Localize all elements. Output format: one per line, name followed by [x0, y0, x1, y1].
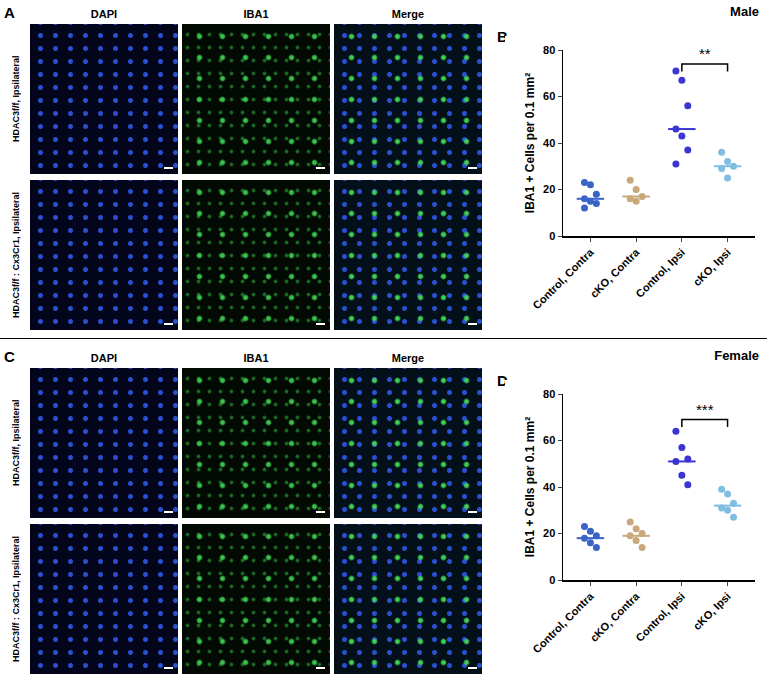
html-text:Female: Female [714, 348, 759, 363]
svg-text:***: *** [696, 401, 714, 418]
svg-text:Control, Ipsi: Control, Ipsi [633, 590, 687, 644]
html-text:HDAC3f/f : Cx3Cr1, Ipsilateral: HDAC3f/f : Cx3Cr1, Ipsilateral [10, 192, 21, 318]
svg-text:0: 0 [549, 230, 555, 242]
svg-text:20: 20 [543, 183, 555, 195]
svg-text:60: 60 [543, 90, 555, 102]
svg-text:IBA1 + Cells per 0.1 mm²: IBA1 + Cells per 0.1 mm² [523, 73, 537, 213]
svg-text:cKO, Contra: cKO, Contra [588, 589, 642, 643]
html-text:HDAC3f/f, Ipsilateral: HDAC3f/f, Ipsilateral [10, 55, 21, 143]
html-text:B: B [497, 28, 508, 45]
svg-text:40: 40 [543, 481, 555, 493]
svg-text:0: 0 [549, 574, 555, 586]
svg-text:cKO, Ipsi: cKO, Ipsi [691, 246, 733, 288]
svg-text:Control, Contra: Control, Contra [530, 589, 596, 655]
html-text:HDAC3f/f : Cx3Cr1, Ipsilateral: HDAC3f/f : Cx3Cr1, Ipsilateral [10, 536, 21, 662]
svg-text:IBA1 + Cells per 0.1 mm²: IBA1 + Cells per 0.1 mm² [523, 417, 537, 557]
svg-text:**: ** [699, 45, 711, 62]
html-text:DAPI: DAPI [90, 8, 118, 20]
html-text:Merge: Merge [391, 8, 425, 20]
svg-text:Control, Ipsi: Control, Ipsi [633, 246, 687, 300]
svg-text:80: 80 [543, 44, 555, 56]
svg-text:60: 60 [543, 434, 555, 446]
svg-text:40: 40 [543, 137, 555, 149]
svg-text:cKO, Contra: cKO, Contra [588, 245, 642, 299]
html-text:IBA1: IBA1 [243, 352, 269, 364]
html-text:Merge: Merge [391, 352, 425, 364]
html-text:C: C [4, 348, 15, 365]
html-text:Male: Male [730, 4, 759, 19]
html-text:A: A [4, 4, 15, 21]
html-text:DAPI: DAPI [90, 352, 118, 364]
svg-text:cKO, Ipsi: cKO, Ipsi [691, 590, 733, 632]
svg-text:80: 80 [543, 388, 555, 400]
html-text:IBA1: IBA1 [243, 8, 269, 20]
html-text:D: D [497, 372, 508, 389]
svg-text:20: 20 [543, 527, 555, 539]
html-text:HDAC3f/f, Ipsilateral: HDAC3f/f, Ipsilateral [10, 399, 21, 487]
svg-text:Control, Contra: Control, Contra [530, 245, 596, 311]
